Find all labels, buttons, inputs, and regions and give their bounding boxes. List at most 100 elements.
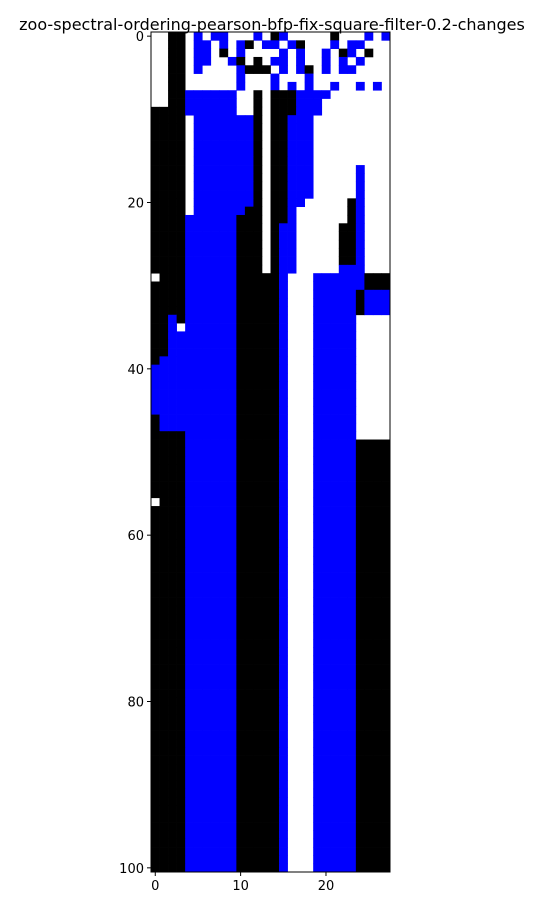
- heatmap-cell: [304, 148, 314, 158]
- heatmap-cell: [321, 689, 331, 698]
- heatmap-cell: [279, 622, 288, 632]
- heatmap-cell: [193, 131, 203, 141]
- heatmap-cell: [210, 539, 220, 548]
- heatmap-cell: [219, 106, 229, 116]
- heatmap-cell: [338, 472, 348, 482]
- heatmap-cell: [321, 431, 331, 440]
- heatmap-cell: [151, 713, 160, 723]
- heatmap-cell: [279, 780, 288, 790]
- heatmap-cell: [202, 456, 212, 465]
- heatmap-cell: [219, 772, 229, 781]
- heatmap-cell: [176, 830, 186, 840]
- heatmap-cell: [159, 406, 169, 415]
- heatmap-cell: [159, 306, 169, 316]
- heatmap-cell: [227, 730, 237, 740]
- heatmap-cell: [185, 464, 195, 474]
- heatmap-cell: [364, 622, 374, 632]
- heatmap-cell: [381, 447, 391, 457]
- heatmap-cell: [168, 647, 177, 657]
- heatmap-cell: [227, 339, 237, 349]
- heatmap-cell: [236, 813, 246, 823]
- heatmap-cell: [176, 755, 186, 765]
- heatmap-cell: [219, 531, 229, 540]
- heatmap-cell: [176, 289, 186, 299]
- heatmap-cell: [185, 547, 195, 557]
- heatmap-cell: [313, 705, 323, 715]
- heatmap-cell: [219, 447, 229, 457]
- heatmap-cell: [227, 830, 237, 840]
- heatmap-cell: [330, 830, 340, 840]
- heatmap-cell: [279, 605, 288, 615]
- heatmap-cell: [168, 763, 177, 773]
- heatmap-cell: [210, 372, 220, 382]
- heatmap-cell: [210, 98, 220, 108]
- heatmap-cell: [372, 564, 382, 573]
- heatmap-cell: [330, 539, 340, 548]
- heatmap-cell: [253, 672, 263, 682]
- heatmap-cell: [159, 190, 169, 199]
- heatmap-cell: [381, 547, 391, 557]
- heatmap-cell: [364, 830, 374, 840]
- heatmap-cell: [227, 489, 237, 499]
- heatmap-cell: [270, 589, 280, 598]
- heatmap-cell: [193, 531, 203, 540]
- heatmap-cell: [210, 239, 220, 249]
- heatmap-cell: [313, 472, 323, 482]
- heatmap-cell: [227, 356, 237, 366]
- heatmap-cell: [313, 281, 323, 291]
- heatmap-cell: [279, 56, 288, 66]
- heatmap-cell: [244, 722, 254, 731]
- x-axis: 0 10 20: [151, 872, 334, 894]
- heatmap-cell: [304, 98, 314, 108]
- heatmap-cell: [270, 605, 280, 615]
- heatmap-cell: [270, 348, 280, 357]
- heatmap-cell: [296, 198, 305, 208]
- heatmap-cell: [185, 647, 195, 657]
- heatmap-cell: [202, 713, 212, 723]
- heatmap-cell: [236, 323, 246, 332]
- heatmap-cell: [355, 672, 365, 682]
- heatmap-cell: [287, 264, 297, 274]
- heatmap-cell: [159, 614, 169, 623]
- heatmap-cell: [253, 580, 263, 590]
- heatmap-cell: [279, 156, 288, 166]
- heatmap-cell: [372, 497, 382, 507]
- heatmap-cell: [253, 90, 263, 99]
- heatmap-cell: [176, 306, 186, 316]
- heatmap-cell: [313, 680, 323, 690]
- heatmap-cell: [159, 123, 169, 133]
- heatmap-cell: [381, 439, 391, 449]
- heatmap-cell: [313, 730, 323, 740]
- heatmap-cell: [159, 397, 169, 407]
- heatmap-cell: [304, 81, 314, 91]
- heatmap-cell: [159, 680, 169, 690]
- heatmap-cell: [347, 830, 357, 840]
- heatmap-cell: [347, 381, 357, 390]
- heatmap-cell: [202, 605, 212, 615]
- heatmap-cell: [185, 664, 195, 673]
- heatmap-cell: [193, 655, 203, 665]
- heatmap-cell: [321, 348, 331, 357]
- heatmap-cell: [313, 447, 323, 457]
- heatmap-cell: [151, 264, 160, 274]
- heatmap-cell: [185, 722, 195, 731]
- heatmap-cell: [321, 414, 331, 424]
- heatmap-cell: [381, 730, 391, 740]
- heatmap-cell: [253, 173, 263, 183]
- heatmap-cell: [159, 464, 169, 474]
- heatmap-cell: [168, 106, 177, 116]
- heatmap-cell: [176, 248, 186, 257]
- heatmap-cell: [381, 672, 391, 682]
- heatmap-cell: [227, 855, 237, 865]
- heatmap-cell: [381, 639, 391, 648]
- heatmap-cell: [355, 813, 365, 823]
- heatmap-cell: [168, 830, 177, 840]
- heatmap-cell: [168, 722, 177, 731]
- heatmap-cell: [270, 672, 280, 682]
- heatmap-cell: [219, 489, 229, 499]
- heatmap-cell: [219, 431, 229, 440]
- heatmap-cell: [227, 630, 237, 640]
- heatmap-cell: [210, 131, 220, 141]
- heatmap-cell: [338, 464, 348, 474]
- heatmap-cell: [270, 481, 280, 490]
